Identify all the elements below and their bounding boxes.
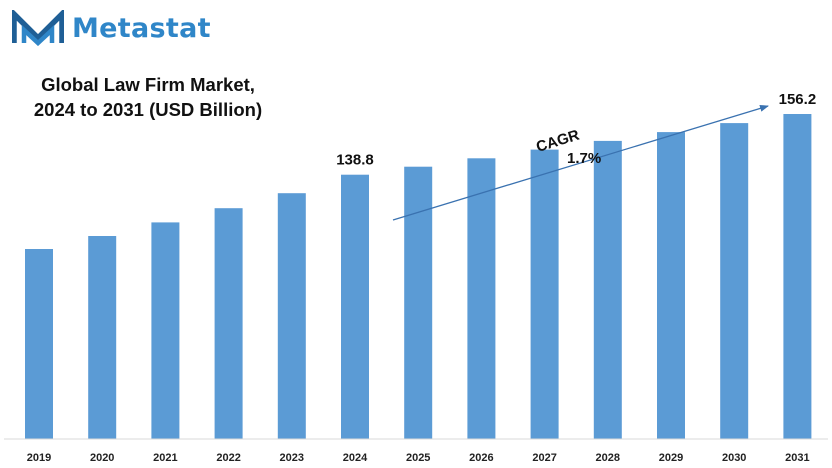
bar-2020 <box>88 236 117 439</box>
x-tick-label-2030: 2030 <box>722 452 746 464</box>
cagr-arrow <box>392 104 769 221</box>
bar-2022 <box>214 208 243 439</box>
chart-title-line-2: 2024 to 2031 (USD Billion) <box>33 99 263 120</box>
x-tick-label-2019: 2019 <box>27 452 51 464</box>
chart-title-line-1: Global Law Firm Market, <box>41 74 255 95</box>
bar-2023 <box>277 193 306 439</box>
metastat-logo: Metastat <box>12 8 211 48</box>
bar-2026 <box>467 158 496 440</box>
bar-2027 <box>530 149 559 439</box>
x-tick-label-2027: 2027 <box>532 452 556 464</box>
x-tick-label-2024: 2024 <box>343 452 368 464</box>
chart-title: Global Law Firm Market, 2024 to 2031 (US… <box>18 72 278 122</box>
x-tick-label-2022: 2022 <box>216 452 240 464</box>
x-tick-label-2025: 2025 <box>406 452 430 464</box>
x-tick-label-2021: 2021 <box>153 452 177 464</box>
data-label-2024: 138.8 <box>336 152 374 169</box>
x-tick-label-2028: 2028 <box>596 452 620 464</box>
metastat-logo-icon <box>12 10 64 46</box>
bar-2030 <box>720 123 749 439</box>
bar-2029 <box>657 132 685 439</box>
bar-2019 <box>25 249 53 439</box>
bar-2028 <box>593 140 622 439</box>
brand-name: Metastat <box>72 12 211 44</box>
data-label-2031: 156.2 <box>779 91 817 108</box>
x-tick-label-2020: 2020 <box>90 452 114 464</box>
x-tick-label-2029: 2029 <box>659 452 683 464</box>
x-tick-label-2026: 2026 <box>469 452 493 464</box>
cagr-value: 1.7% <box>567 150 601 167</box>
bar-2021 <box>151 222 180 439</box>
x-tick-label-2031: 2031 <box>785 452 809 464</box>
bar-2031 <box>783 114 812 439</box>
bar-2025 <box>404 166 433 439</box>
x-tick-label-2023: 2023 <box>280 452 304 464</box>
bar-2024 <box>341 174 369 439</box>
